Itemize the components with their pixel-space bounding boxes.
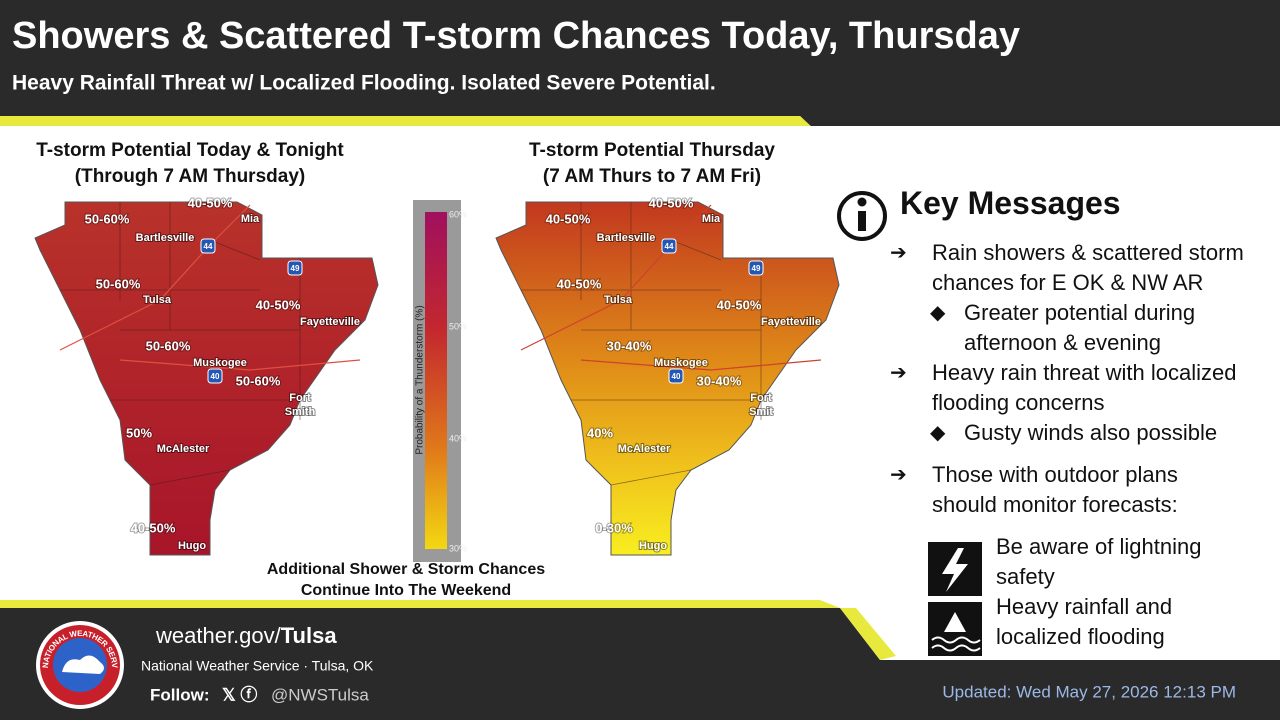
action: Heavy rainfall and localized flooding	[996, 594, 1173, 649]
city-label: Fort	[289, 392, 311, 404]
bullet-diamond: ◆	[930, 302, 946, 324]
handle: @NWSTulsa	[271, 685, 369, 704]
zone-label: 0-30%	[595, 520, 633, 535]
highway-shield	[668, 368, 684, 384]
zone-label: 50-60%	[236, 373, 281, 388]
zone-label: 40-50%	[557, 276, 602, 291]
city-label: Bartlesville	[597, 232, 656, 244]
legend-tick: 50%	[449, 321, 467, 331]
title: Showers & Scattered T-storm Chances Toda…	[12, 15, 1020, 57]
zone-label: 30-40%	[697, 373, 742, 388]
flood-icon	[931, 636, 981, 652]
bullet-arrow: ➔	[890, 242, 907, 264]
highway-shield	[748, 260, 764, 276]
zone-label: 40-50%	[188, 195, 233, 210]
bullet: Those with outdoor plans should monitor …	[932, 462, 1178, 517]
city-label: Tulsa	[143, 294, 172, 306]
social-icons: 𝕏 ⓕ	[222, 684, 257, 704]
zone-label: 50-60%	[146, 338, 191, 353]
zone-label: 40%	[587, 425, 613, 440]
highway-label: 49	[291, 264, 300, 273]
info-icon	[857, 197, 867, 207]
zone-label: 40-50%	[717, 297, 762, 312]
note: Additional Shower & Storm Chances	[267, 561, 545, 578]
bullet-arrow: ➔	[890, 362, 907, 384]
highway-label: 40	[211, 372, 220, 381]
city-label: Fayetteville	[300, 316, 360, 328]
flood-icon	[944, 612, 966, 632]
zone-label: 40-50%	[546, 211, 591, 226]
city-label: Muskogee	[193, 357, 247, 369]
city-label: Mia	[702, 213, 721, 225]
city-label: Smit	[749, 406, 773, 418]
footer-band	[0, 608, 1280, 720]
city-label: Smith	[285, 406, 316, 418]
map-title: (7 AM Thurs to 7 AM Fri)	[543, 166, 761, 187]
stripe	[0, 600, 840, 608]
map-title: T-storm Potential Thursday	[529, 140, 775, 161]
legend-tick: 40%	[449, 433, 467, 443]
map	[34, 201, 379, 556]
city-label: Muskogee	[654, 357, 708, 369]
updated: Updated: Wed May 27, 2026 12:13 PM	[942, 682, 1236, 701]
highway-shield	[207, 368, 223, 384]
sub-bullet: Greater potential during afternoon & eve…	[964, 300, 1196, 355]
city-label: Mia	[241, 213, 260, 225]
bullet: Heavy rain threat with localized floodin…	[932, 360, 1237, 415]
action: Be aware of lightning safety	[996, 534, 1202, 589]
map	[495, 201, 840, 556]
bullet: Rain showers & scattered storm chances f…	[932, 240, 1244, 295]
highway-label: 44	[665, 242, 674, 251]
zone-label: 40-50%	[256, 297, 301, 312]
highway-shield	[287, 260, 303, 276]
legend-axis-label: Probability of a Thunderstorm (%)	[415, 305, 426, 454]
lightning-icon	[942, 548, 968, 592]
highway-label: 44	[204, 242, 213, 251]
highway-shield	[200, 238, 216, 254]
stripe	[0, 116, 800, 126]
zone-label: 40-50%	[649, 195, 694, 210]
city-label: McAlester	[157, 443, 210, 455]
zone-label: 50-60%	[85, 211, 130, 226]
bullet-arrow: ➔	[890, 464, 907, 486]
office: National Weather Service · Tulsa, OK	[141, 658, 374, 674]
city-label: Bartlesville	[136, 232, 195, 244]
note: Continue Into The Weekend	[301, 582, 511, 599]
header-band	[0, 0, 1280, 116]
logo	[62, 655, 104, 674]
city-label: Fayetteville	[761, 316, 821, 328]
legend-tick: 30%	[449, 543, 467, 553]
legend-tick: 60%	[449, 209, 467, 219]
city-label: Hugo	[639, 540, 667, 552]
sub-bullet: Gusty winds also possible	[964, 420, 1218, 445]
key-title: Key Messages	[900, 185, 1121, 221]
city-label: McAlester	[618, 443, 671, 455]
zone-label: 50%	[126, 425, 152, 440]
colorbar	[425, 212, 447, 549]
city-label: Tulsa	[604, 294, 633, 306]
follow: Follow:	[150, 685, 209, 704]
city-label: Fort	[750, 392, 772, 404]
stripe	[840, 608, 896, 660]
highway-label: 40	[672, 372, 681, 381]
highway-shield	[661, 238, 677, 254]
city-label: Hugo	[178, 540, 206, 552]
map-title: (Through 7 AM Thursday)	[75, 166, 305, 187]
map-title: T-storm Potential Today & Tonight	[36, 140, 344, 161]
info-icon	[858, 211, 866, 231]
zone-label: 40-50%	[131, 520, 176, 535]
url: weather.gov/Tulsa	[155, 623, 337, 648]
bullet-diamond: ◆	[930, 422, 946, 444]
highway-label: 49	[752, 264, 761, 273]
zone-label: 30-40%	[607, 338, 652, 353]
zone-label: 50-60%	[96, 276, 141, 291]
subtitle: Heavy Rainfall Threat w/ Localized Flood…	[12, 72, 716, 95]
